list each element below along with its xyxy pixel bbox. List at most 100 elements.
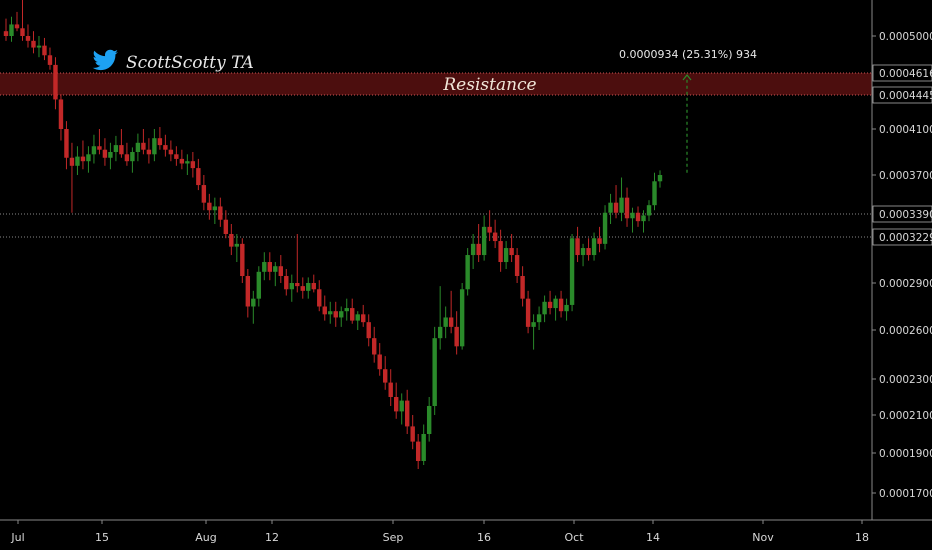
- candle-body: [273, 266, 278, 272]
- candle: [157, 127, 163, 150]
- candle: [9, 16, 14, 42]
- x-tick-label: 18: [855, 531, 869, 544]
- candle: [465, 248, 470, 296]
- candle-body: [421, 434, 426, 461]
- candle-body: [388, 382, 393, 397]
- candle: [69, 142, 75, 213]
- candle-body: [163, 145, 168, 150]
- candle: [580, 243, 586, 267]
- candle-body: [328, 311, 333, 315]
- level-label: 0.0003229: [879, 232, 932, 244]
- candle: [503, 241, 509, 270]
- candle: [344, 298, 349, 321]
- candle-body: [575, 238, 580, 256]
- candle: [25, 24, 31, 48]
- candle: [514, 248, 520, 283]
- candle-body: [141, 142, 146, 150]
- candle: [20, 0, 25, 41]
- candle-body: [443, 317, 448, 327]
- candle-body: [207, 202, 212, 211]
- candle: [350, 298, 355, 324]
- candle-body: [185, 161, 190, 164]
- candle: [498, 229, 503, 272]
- candle: [421, 424, 426, 465]
- candle: [437, 286, 443, 350]
- candle-body: [69, 157, 75, 166]
- candle-body: [20, 28, 25, 36]
- candle-body: [289, 283, 294, 290]
- candle-body: [394, 397, 399, 412]
- candle: [75, 146, 80, 175]
- candle-body: [25, 36, 31, 41]
- candle-body: [223, 219, 229, 234]
- candle: [652, 172, 657, 211]
- x-tick-label: 14: [646, 531, 660, 544]
- candle: [591, 232, 597, 261]
- level-label-box: [872, 205, 932, 223]
- candle-body: [157, 138, 163, 146]
- candle: [383, 356, 388, 390]
- candle: [542, 295, 547, 323]
- x-tick-label: 16: [477, 531, 491, 544]
- candle-body: [564, 304, 569, 312]
- candle-body: [641, 215, 646, 222]
- candle: [531, 314, 536, 350]
- candle: [443, 306, 448, 339]
- candle-body: [454, 326, 459, 347]
- candle-body: [168, 149, 174, 155]
- candle: [619, 177, 624, 222]
- candle: [432, 326, 437, 415]
- candle-body: [256, 271, 262, 299]
- candle: [410, 415, 415, 450]
- x-tick-label: Jul: [10, 531, 24, 544]
- candle-body: [80, 156, 86, 162]
- candle: [448, 290, 454, 334]
- candle: [399, 393, 404, 425]
- candle-body: [179, 158, 185, 164]
- candle-body: [31, 40, 36, 48]
- candle: [536, 306, 542, 330]
- candle-body: [201, 185, 207, 203]
- y-tick-label: 0.0004100: [879, 124, 932, 136]
- candle: [306, 277, 311, 299]
- candle-body: [267, 262, 272, 272]
- candle: [586, 238, 591, 261]
- candle: [355, 311, 360, 330]
- candle-body: [355, 314, 360, 321]
- candle-body: [311, 283, 316, 290]
- candle-body: [586, 248, 591, 256]
- candle-body: [448, 317, 454, 327]
- candle: [597, 226, 602, 253]
- candle: [229, 224, 234, 256]
- candle: [372, 326, 377, 363]
- candle: [284, 269, 289, 296]
- candle-body: [531, 322, 536, 327]
- candle: [14, 11, 20, 32]
- candle: [394, 382, 399, 419]
- candle-body: [36, 45, 42, 48]
- candle-body: [218, 206, 223, 220]
- candle: [174, 146, 179, 166]
- candle-body: [196, 168, 201, 186]
- candle: [602, 205, 608, 250]
- candle: [361, 304, 366, 327]
- level-label-box: [872, 228, 932, 246]
- candle: [212, 197, 218, 224]
- candle: [130, 147, 135, 173]
- candle-body: [487, 226, 492, 233]
- candle-body: [366, 322, 371, 339]
- candle-body: [130, 152, 135, 162]
- candle-body: [437, 326, 443, 339]
- candle-body: [498, 241, 503, 263]
- y-tick-label: 0.0002600: [879, 325, 932, 337]
- candle: [278, 255, 283, 283]
- candle: [558, 290, 564, 318]
- candle: [476, 224, 481, 263]
- candle: [141, 129, 146, 155]
- candle-body: [108, 152, 113, 158]
- x-tick-label: Sep: [383, 531, 404, 544]
- candle-body: [124, 154, 130, 162]
- candle: [262, 252, 267, 281]
- x-tick-label: Aug: [195, 531, 216, 544]
